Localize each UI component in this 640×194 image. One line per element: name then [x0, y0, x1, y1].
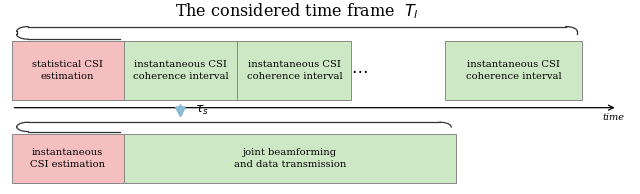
FancyBboxPatch shape [237, 41, 351, 100]
FancyBboxPatch shape [445, 41, 582, 100]
Text: instantaneous CSI
coherence interval: instantaneous CSI coherence interval [246, 60, 342, 81]
FancyBboxPatch shape [12, 134, 124, 183]
Text: time: time [602, 113, 624, 121]
FancyBboxPatch shape [124, 134, 456, 183]
Text: $\cdots$: $\cdots$ [351, 62, 368, 79]
Text: instantaneous CSI
coherence interval: instantaneous CSI coherence interval [132, 60, 228, 81]
Text: $\tau_s$: $\tau_s$ [195, 104, 209, 117]
FancyBboxPatch shape [124, 41, 237, 100]
Text: instantaneous CSI
coherence interval: instantaneous CSI coherence interval [466, 60, 561, 81]
Text: The considered time frame  $T_l$: The considered time frame $T_l$ [175, 1, 419, 21]
FancyBboxPatch shape [12, 41, 124, 100]
Text: joint beamforming
and data transmission: joint beamforming and data transmission [234, 148, 346, 169]
Text: statistical CSI
estimation: statistical CSI estimation [32, 60, 103, 81]
Text: instantaneous
CSI estimation: instantaneous CSI estimation [30, 148, 105, 169]
